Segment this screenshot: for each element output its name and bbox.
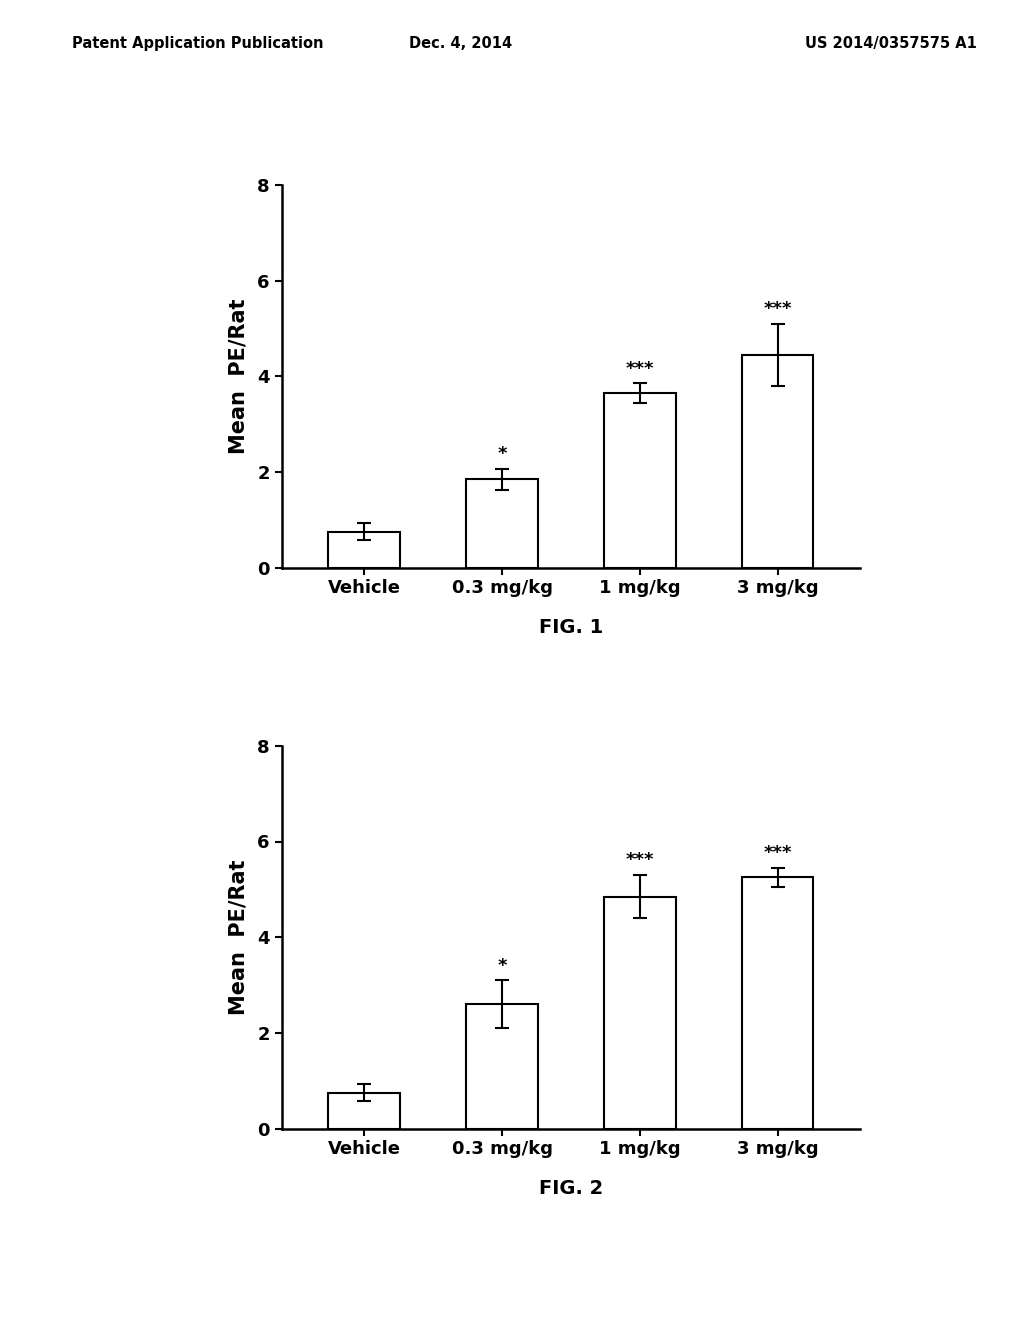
Text: *: * (498, 445, 507, 463)
Text: Dec. 4, 2014: Dec. 4, 2014 (410, 36, 512, 51)
Y-axis label: Mean  PE/Rat: Mean PE/Rat (228, 859, 249, 1015)
Text: ***: *** (763, 300, 792, 318)
Bar (604, 393, 676, 568)
Text: ***: *** (763, 843, 792, 862)
Bar (741, 878, 813, 1129)
Text: *: * (498, 957, 507, 974)
Text: ***: *** (626, 851, 654, 870)
Text: US 2014/0357575 A1: US 2014/0357575 A1 (805, 36, 977, 51)
Bar (604, 896, 676, 1129)
Bar (466, 479, 538, 568)
Text: FIG. 2: FIG. 2 (539, 1179, 603, 1197)
Bar (329, 532, 400, 568)
Bar (741, 355, 813, 568)
Y-axis label: Mean  PE/Rat: Mean PE/Rat (228, 298, 249, 454)
Text: Patent Application Publication: Patent Application Publication (72, 36, 324, 51)
Bar (466, 1005, 538, 1129)
Bar (329, 1093, 400, 1129)
Text: FIG. 1: FIG. 1 (539, 618, 603, 636)
Text: ***: *** (626, 359, 654, 378)
